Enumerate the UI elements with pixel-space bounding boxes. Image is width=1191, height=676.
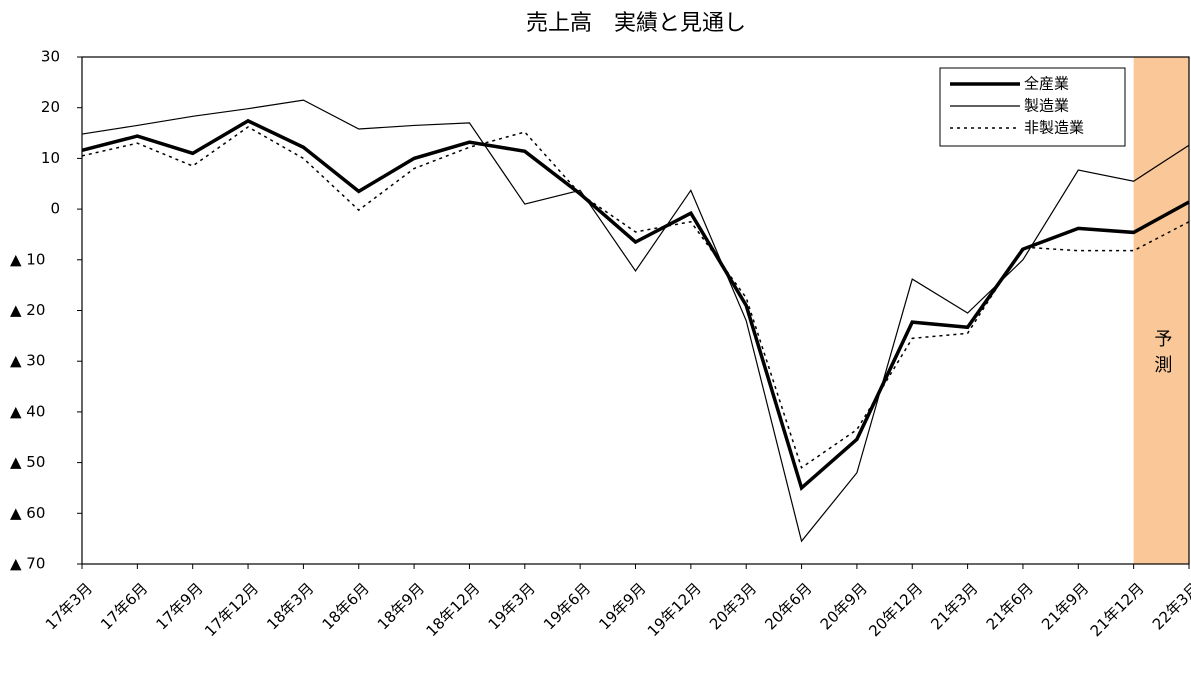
x-tick-label: 17年9月: [153, 579, 207, 633]
x-tick-label: 19年3月: [485, 579, 539, 633]
forecast-label: 予測: [1151, 329, 1172, 381]
x-tick-label: 20年3月: [706, 579, 760, 633]
forecast-area: [1133, 57, 1189, 564]
x-tick-label: 17年12月: [201, 579, 262, 640]
y-tick-label: ▲ 60: [10, 504, 45, 522]
y-tick-label: 10: [41, 149, 60, 167]
series-line: [81, 99, 1190, 543]
x-tick-label: 19年9月: [595, 579, 649, 633]
x-tick-label: 18年3月: [263, 579, 317, 633]
x-tick-label: 20年6月: [761, 579, 815, 633]
series-line: [81, 126, 1190, 469]
series-line: [81, 118, 1190, 492]
x-tick-label: 20年12月: [865, 579, 926, 640]
x-tick-label: 18年9月: [374, 579, 428, 633]
legend-label: 製造業: [1024, 97, 1069, 115]
y-tick-label: 0: [50, 200, 60, 218]
y-tick-label: ▲ 10: [10, 250, 45, 268]
y-tick-label: ▲ 40: [10, 402, 45, 420]
x-tick-label: 18年12月: [423, 579, 484, 640]
x-tick-label: 21年9月: [1038, 579, 1092, 633]
x-tick-label: 19年12月: [644, 579, 705, 640]
y-tick-label: 20: [41, 98, 60, 116]
x-tick-label: 18年6月: [319, 579, 373, 633]
x-tick-label: 19年6月: [540, 579, 594, 633]
x-tick-label: 17年3月: [42, 579, 96, 633]
y-tick-label: ▲ 20: [10, 301, 45, 319]
legend-label: 全産業: [1024, 75, 1069, 93]
chart-title: 売上高 実績と見通し: [526, 11, 746, 36]
x-tick-label: 21年3月: [927, 579, 981, 633]
y-tick-label: ▲ 70: [10, 555, 45, 573]
x-tick-label: 21年12月: [1087, 579, 1148, 640]
legend-label: 非製造業: [1024, 119, 1084, 137]
y-tick-label: ▲ 30: [10, 352, 45, 370]
legend-box: [939, 67, 1126, 147]
x-tick-label: 20年9月: [817, 579, 871, 633]
y-tick-label: 30: [41, 48, 60, 66]
x-tick-label: 22年3月: [1149, 579, 1191, 633]
x-tick-label: 21年6月: [983, 579, 1037, 633]
x-tick-label: 17年6月: [97, 579, 151, 633]
y-tick-label: ▲ 50: [10, 453, 45, 471]
